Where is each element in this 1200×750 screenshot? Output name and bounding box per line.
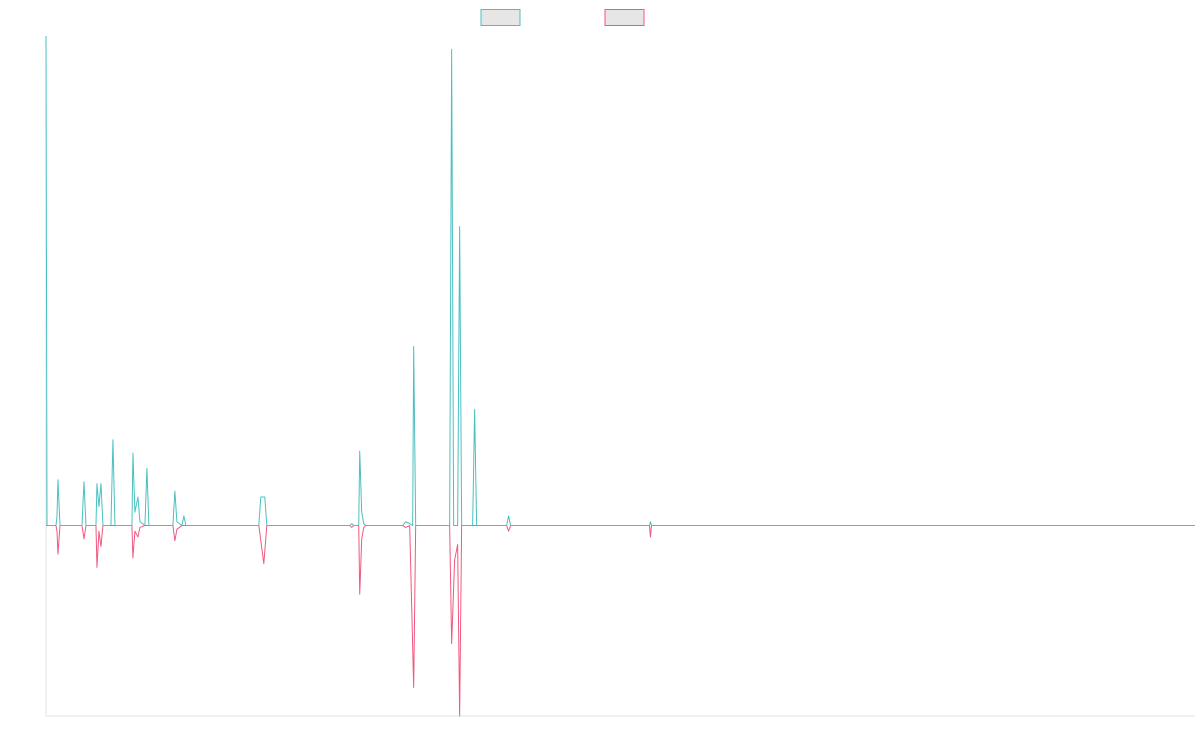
chart-legend (480, 9, 645, 26)
series-line-2 (46, 525, 1195, 717)
chart-series (45, 35, 1195, 717)
series-line-1 (45, 35, 1195, 527)
legend-swatch-series-1[interactable] (480, 9, 521, 26)
chart-axes (45, 36, 1195, 717)
legend-swatch-series-2[interactable] (604, 9, 645, 26)
